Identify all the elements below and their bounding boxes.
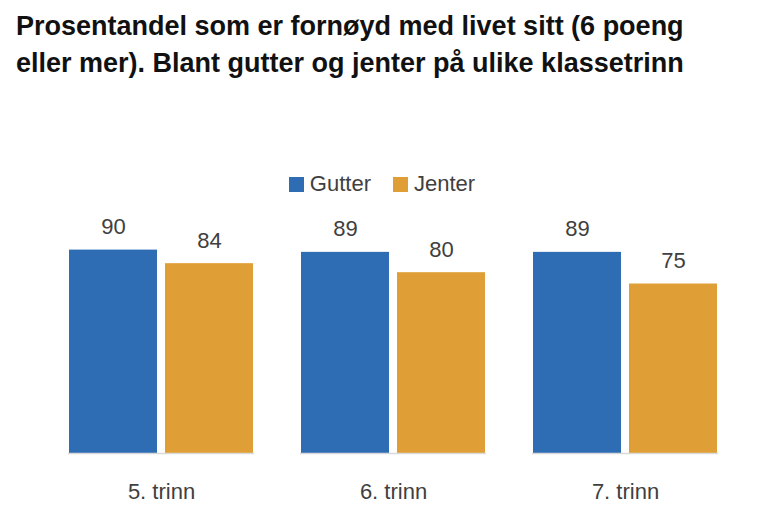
svg-text:89: 89	[333, 216, 357, 241]
svg-text:84: 84	[197, 228, 221, 253]
svg-text:6. trinn: 6. trinn	[360, 479, 427, 504]
svg-text:90: 90	[101, 214, 125, 239]
svg-text:89: 89	[565, 216, 589, 241]
html-text:Jenter: Jenter	[414, 171, 476, 196]
svg-text:7. trinn: 7. trinn	[592, 479, 659, 504]
svg-text:80: 80	[429, 237, 453, 262]
html-text:Prosentandel som er fornøyd me: Prosentandel som er fornøyd med livet si…	[16, 11, 684, 78]
svg-text:5. trinn: 5. trinn	[128, 479, 195, 504]
svg-text:75: 75	[661, 248, 685, 273]
html-text:Gutter: Gutter	[309, 171, 371, 196]
